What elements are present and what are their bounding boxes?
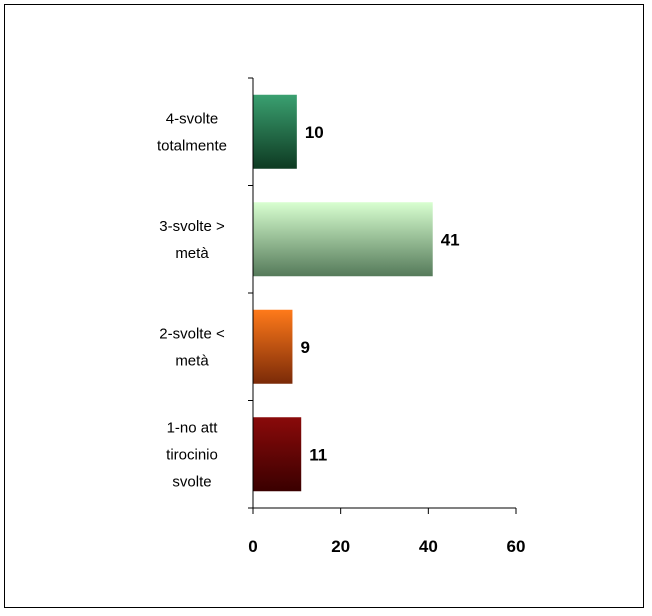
data-label-4: 10 xyxy=(305,123,324,142)
bars-layer xyxy=(253,94,433,492)
x-tick-label-2: 40 xyxy=(419,537,438,556)
chart-frame xyxy=(4,4,644,608)
bar-3 xyxy=(253,202,433,277)
axis-layer xyxy=(248,77,517,514)
x-tick-label-3: 60 xyxy=(507,537,526,556)
category-label-1: 1-no att tirocinio svolte xyxy=(166,419,218,490)
x-tick-label-0: 0 xyxy=(248,537,257,556)
data-label-2: 9 xyxy=(300,338,309,357)
labels-layer: 11 1-no att tirocinio svolte 9 2-svolte < metà… xyxy=(157,110,525,556)
data-label-3: 41 xyxy=(441,230,460,249)
data-label-1: 11 xyxy=(309,445,327,464)
bar-2 xyxy=(253,309,293,384)
category-label-2: 2-svolte < metà xyxy=(159,325,225,369)
category-label-4: 4-svolte totalmente xyxy=(157,110,227,154)
bar-1 xyxy=(253,417,302,492)
x-tick-label-1: 20 xyxy=(331,537,350,556)
bar-4 xyxy=(253,94,297,169)
category-label-3: 3-svolte > metà xyxy=(159,218,225,262)
